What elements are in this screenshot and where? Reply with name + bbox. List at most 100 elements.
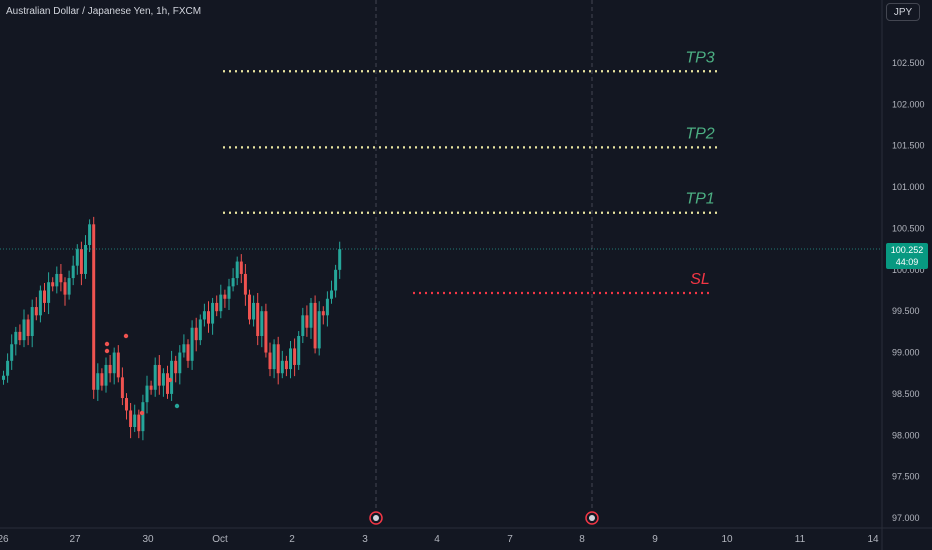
candle-body (227, 286, 231, 299)
candle-body (30, 307, 34, 336)
candle-body (313, 302, 317, 349)
time-tick-label: 27 (69, 534, 81, 545)
price-tick-label: 100.500 (892, 223, 925, 233)
price-tick-label: 97.500 (892, 472, 920, 482)
candle-body (96, 373, 100, 390)
candle-body (120, 377, 124, 399)
candle-body (116, 352, 120, 378)
last-price-value: 100.252 (890, 245, 924, 255)
price-tick-label: 101.500 (892, 141, 925, 151)
candle-body (243, 273, 247, 295)
price-tick-label: 99.000 (892, 348, 920, 358)
sl-label: SL (690, 271, 710, 288)
candle-body (260, 311, 264, 336)
candle-body (301, 315, 305, 336)
signal-dot (174, 403, 180, 409)
candle-body (256, 302, 260, 336)
time-tick-label: 2 (289, 534, 295, 545)
candle-body (47, 282, 51, 303)
time-tick-label: 30 (142, 534, 154, 545)
candle-body (268, 352, 272, 370)
time-tick-label: 8 (579, 534, 585, 545)
candle-body (84, 245, 87, 274)
candle-body (207, 311, 210, 324)
candle-body (153, 364, 157, 390)
candle-body (194, 327, 198, 341)
candle-body (174, 360, 178, 374)
time-tick-label: 10 (721, 534, 733, 545)
symbol-title: Australian Dollar / Japanese Yen, 1h, FX… (6, 6, 202, 17)
candle-body (317, 311, 321, 349)
price-tick-label: 101.000 (892, 182, 925, 192)
candle-body (293, 348, 297, 365)
candle-body (309, 302, 313, 328)
candle-body (34, 307, 38, 316)
time-tick-label: 11 (795, 534, 806, 545)
tp-label: TP2 (685, 125, 714, 142)
candle-body (321, 311, 325, 316)
price-tick-label: 102.000 (892, 99, 925, 109)
last-price-badge: 100.252 44:09 (886, 243, 928, 269)
candle-body (330, 290, 333, 299)
candle-body (63, 282, 67, 295)
tp-label: TP3 (685, 49, 714, 66)
candle-body (55, 273, 59, 287)
candle-body (338, 249, 342, 270)
candle-body (264, 311, 268, 353)
candle-body (108, 364, 112, 374)
candle-body (14, 331, 18, 345)
candle-body (145, 385, 149, 403)
candle-body (166, 373, 169, 394)
candle-body (289, 348, 292, 370)
candle-body (67, 278, 71, 295)
candle-body (248, 294, 251, 320)
candle-body (186, 344, 190, 361)
candle-body (104, 364, 108, 386)
signal-dot (123, 333, 129, 339)
price-tick-label: 98.000 (892, 430, 920, 440)
candle-body (88, 224, 92, 245)
time-tick-label: 9 (652, 534, 658, 545)
candle-body (231, 278, 235, 287)
candle-body (334, 269, 338, 291)
price-axis: 97.000 97.500 98.000 98.500 99.000 99.500 100.… (892, 58, 925, 523)
candle-body (141, 402, 145, 432)
candle-body (252, 302, 256, 320)
candle-body (297, 336, 301, 365)
candle-body (71, 265, 75, 279)
price-tick-label: 100.000 (892, 265, 925, 275)
candle-body (157, 364, 161, 386)
candle-body (75, 249, 79, 266)
time-tick-label: 26 (0, 534, 9, 545)
candle-body (211, 302, 215, 324)
candle-body (43, 290, 46, 303)
candle-body (51, 282, 55, 287)
candle-body (219, 294, 223, 312)
candle-body (161, 373, 165, 386)
time-tick-label: 4 (434, 534, 440, 545)
candlestick-series (2, 216, 342, 441)
time-tick-label: Oct (212, 534, 228, 545)
candle-body (182, 344, 186, 353)
candle-body (305, 315, 309, 328)
candle-body (6, 360, 10, 376)
candle-body (235, 261, 239, 279)
candle-body (190, 327, 194, 361)
candle-body (125, 398, 128, 411)
candle-body (325, 298, 329, 316)
candle-body (2, 375, 5, 380)
currency-button[interactable]: JPY (886, 3, 920, 21)
candle-body (100, 373, 104, 386)
time-axis: 26 27 30 Oct 2 3 4 7 8 9 10 11 14 (0, 534, 879, 545)
candle-body (280, 360, 284, 374)
candle-body (79, 249, 83, 274)
time-tick-label: 14 (867, 534, 879, 545)
vertical-markers (369, 0, 599, 525)
event-icon-core (373, 515, 379, 521)
candle-body (10, 344, 14, 361)
candle-body (38, 290, 42, 316)
candle-body (18, 331, 22, 341)
price-tick-label: 102.500 (892, 58, 925, 68)
